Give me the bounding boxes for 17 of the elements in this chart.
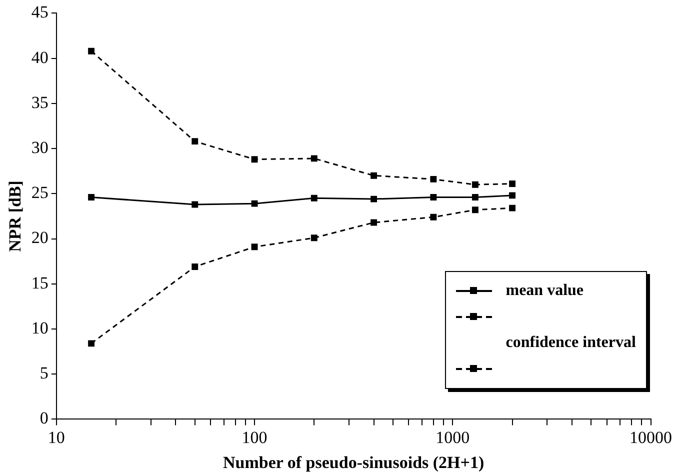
y-tick-label: 35 (31, 92, 48, 112)
y-tick-label: 40 (31, 48, 48, 67)
y-tick-label: 0 (40, 408, 48, 428)
y-tick-label: 25 (31, 183, 48, 202)
y-tick-label: 45 (31, 2, 48, 22)
x-tick-label: 1000 (436, 428, 470, 447)
text: confidence interval (506, 334, 636, 352)
legend-label: mean value (506, 282, 584, 300)
y-tick-label: 30 (31, 138, 48, 157)
y-tick-label: 15 (31, 273, 48, 292)
x-tick-label: 10000 (630, 428, 672, 447)
x-axis-title: Number of pseudo-sinusoids (2H+1) (223, 453, 484, 472)
y-axis-title: NPR [dB] (6, 180, 25, 252)
y-tick-label: 5 (40, 364, 48, 383)
y-tick-label: 20 (31, 228, 48, 248)
y-tick-label: 10 (31, 318, 48, 338)
x-tick-label: 100 (242, 428, 268, 447)
